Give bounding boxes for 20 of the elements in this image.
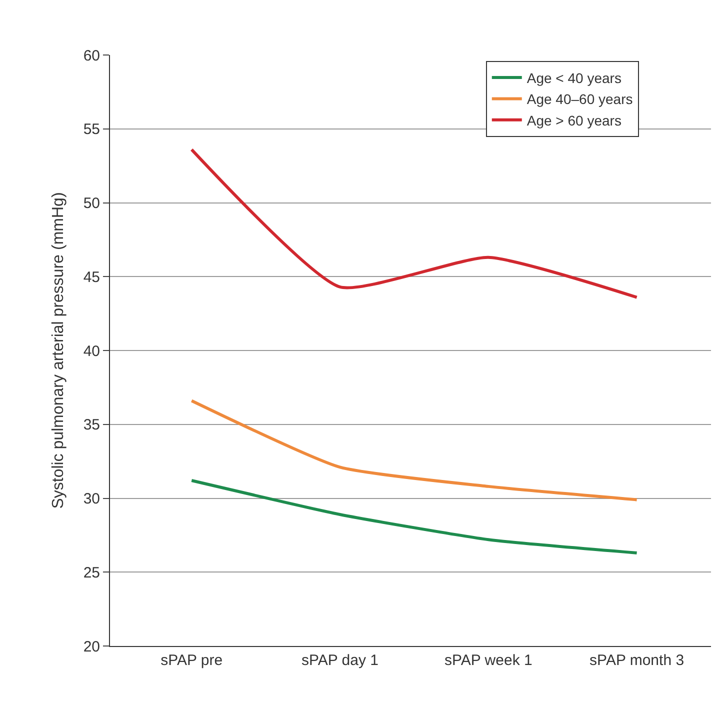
- y-axis-title: Systolic pulmonary arterial pressure (mmHg): [50, 192, 68, 509]
- y-tick-label: 50: [83, 195, 100, 212]
- line-series: [190, 479, 638, 554]
- y-tick-label: 35: [83, 416, 100, 434]
- y-tick-label: 45: [83, 268, 100, 286]
- legend-label: Age < 40 years: [526, 70, 622, 86]
- y-tick-label: 25: [83, 564, 100, 582]
- legend-label: Age > 60 years: [526, 112, 622, 128]
- line-series: [190, 399, 638, 502]
- x-tick-label: sPAP pre: [160, 652, 223, 669]
- y-tick-label: 20: [83, 638, 100, 656]
- x-tick-label: sPAP month 3: [590, 652, 684, 669]
- line-series: [190, 148, 638, 299]
- y-tick-label: 40: [83, 342, 100, 360]
- y-tick-label: 30: [83, 490, 100, 508]
- x-tick-label: sPAP week 1: [444, 652, 532, 669]
- y-tick-label: 60: [83, 47, 100, 64]
- y-tick-label: 55: [83, 121, 100, 138]
- x-tick-label: sPAP day 1: [302, 652, 379, 669]
- legend-label: Age 40–60 years: [526, 91, 633, 108]
